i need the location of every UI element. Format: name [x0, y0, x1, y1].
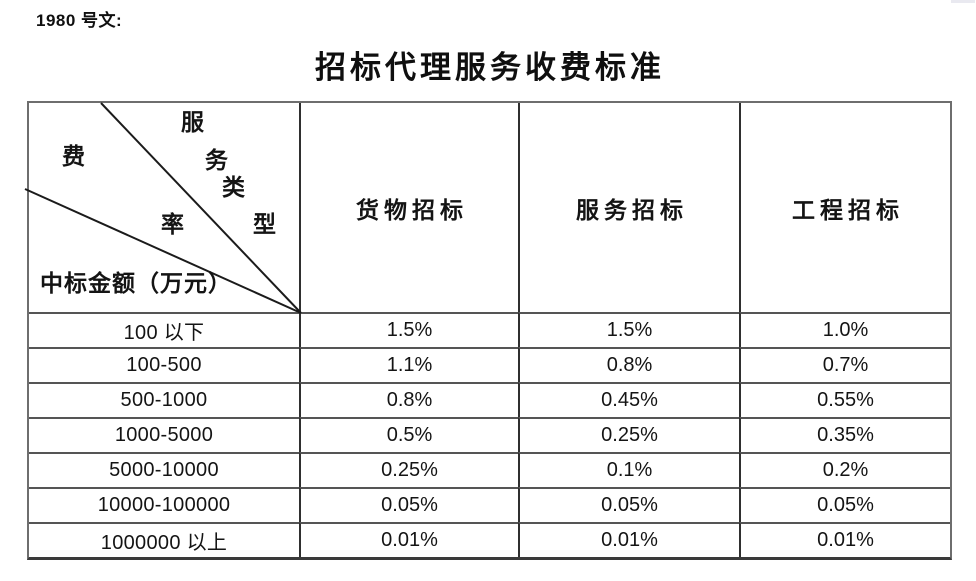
fee-value: 1.5% [518, 312, 739, 347]
fee-value: 1.5% [299, 312, 518, 347]
corner-fee-char: 费 [62, 144, 85, 169]
diagonal-divider-lines [24, 102, 302, 314]
row-label: 1000-5000 [29, 417, 299, 452]
row-label: 1000000 以上 [29, 522, 299, 557]
row-label: 100-500 [29, 347, 299, 382]
fee-value: 0.5% [299, 417, 518, 452]
corner-service-char-4: 型 [253, 212, 276, 237]
fee-value: 0.2% [739, 452, 950, 487]
fee-value: 0.05% [739, 487, 950, 522]
fee-value: 0.45% [518, 382, 739, 417]
corner-rate-char: 率 [161, 212, 184, 237]
fee-value: 1.1% [299, 347, 518, 382]
column-header-goods: 货物招标 [299, 103, 518, 312]
fee-value: 0.1% [518, 452, 739, 487]
fee-value: 0.05% [299, 487, 518, 522]
row-label: 100 以下 [29, 312, 299, 347]
row-label: 500-1000 [29, 382, 299, 417]
column-header-engineering: 工程招标 [739, 103, 950, 312]
fee-value: 0.8% [299, 382, 518, 417]
row-label: 5000-10000 [29, 452, 299, 487]
fee-table: 费 服 务 类 型 率 中标金额（万元） 货物招标 服务招标 工程招标 100 … [24, 101, 952, 560]
corner-amount-label: 中标金额（万元） [40, 271, 232, 296]
fee-value: 0.35% [739, 417, 950, 452]
screen-edge-artifact [951, 0, 975, 3]
corner-service-char-2: 务 [205, 148, 228, 173]
corner-service-char-1: 服 [181, 110, 204, 135]
fee-value: 0.01% [518, 522, 739, 557]
row-label: 10000-100000 [29, 487, 299, 522]
doc-ref-label: 1980 号文: [36, 11, 123, 30]
fee-value: 1.0% [739, 312, 950, 347]
fee-value: 0.8% [518, 347, 739, 382]
column-header-service: 服务招标 [518, 103, 739, 312]
corner-header-cell: 费 服 务 类 型 率 中标金额（万元） [24, 102, 302, 314]
fee-value: 0.7% [739, 347, 950, 382]
fee-value: 0.25% [299, 452, 518, 487]
fee-value: 0.05% [518, 487, 739, 522]
fee-value: 0.01% [739, 522, 950, 557]
fee-value: 0.55% [739, 382, 950, 417]
corner-service-char-3: 类 [222, 175, 245, 200]
page-title: 招标代理服务收费标准 [315, 50, 665, 85]
fee-value: 0.01% [299, 522, 518, 557]
fee-value: 0.25% [518, 417, 739, 452]
